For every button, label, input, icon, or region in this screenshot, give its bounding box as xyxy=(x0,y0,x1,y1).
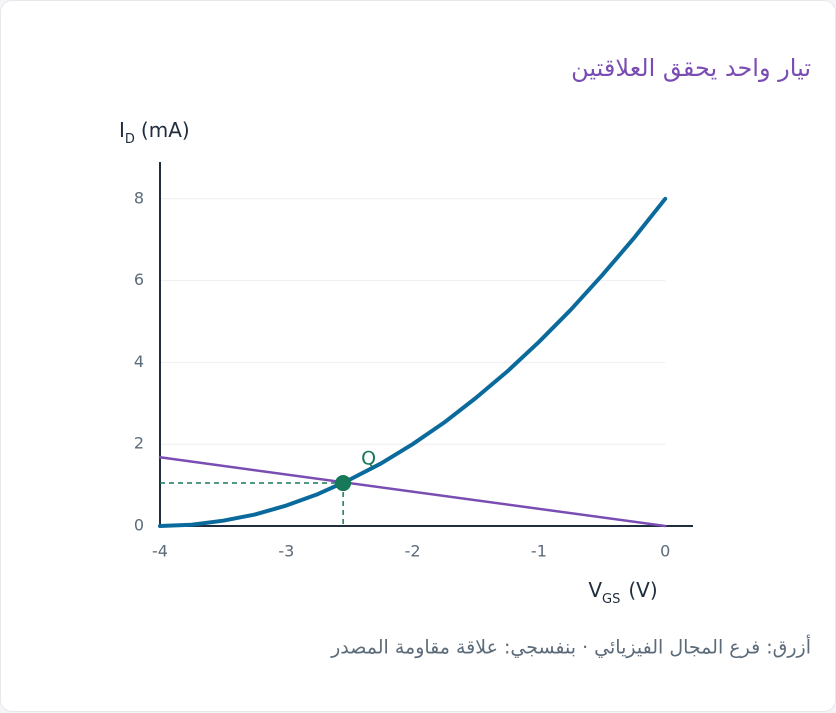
series-line xyxy=(158,196,668,528)
y-tick-label: 0 xyxy=(134,516,144,535)
x-axis-unit: (V) xyxy=(628,578,657,602)
q-label: Q xyxy=(361,448,376,470)
x-tick-label: -4 xyxy=(152,542,168,561)
x-tick-label: 0 xyxy=(660,542,670,561)
y-axis-main: I xyxy=(119,118,125,142)
y-axis-title: ID (mA) xyxy=(119,118,190,147)
x-axis-title: VGS (V) xyxy=(588,578,657,607)
x-tick-label: -3 xyxy=(278,542,294,561)
y-tick-label: 6 xyxy=(134,270,144,289)
series-line xyxy=(158,456,667,528)
y-axis-sub: D xyxy=(125,132,135,147)
x-tick-label: -1 xyxy=(531,542,547,561)
y-tick-label: 2 xyxy=(134,434,144,453)
y-axis-unit: (mA) xyxy=(141,118,190,142)
y-tick-label: 4 xyxy=(134,352,144,371)
chart-title: تيار واحد يحقق العلاقتين xyxy=(571,54,811,82)
caption: أزرق: فرع المجال الفيزيائي · بنفسجي: علا… xyxy=(330,635,811,659)
y-tick-label: 8 xyxy=(134,188,144,207)
x-axis-main: V xyxy=(588,578,602,602)
x-axis-sub: GS xyxy=(602,592,620,607)
x-tick-label: -2 xyxy=(405,542,421,561)
q-point xyxy=(335,475,352,492)
